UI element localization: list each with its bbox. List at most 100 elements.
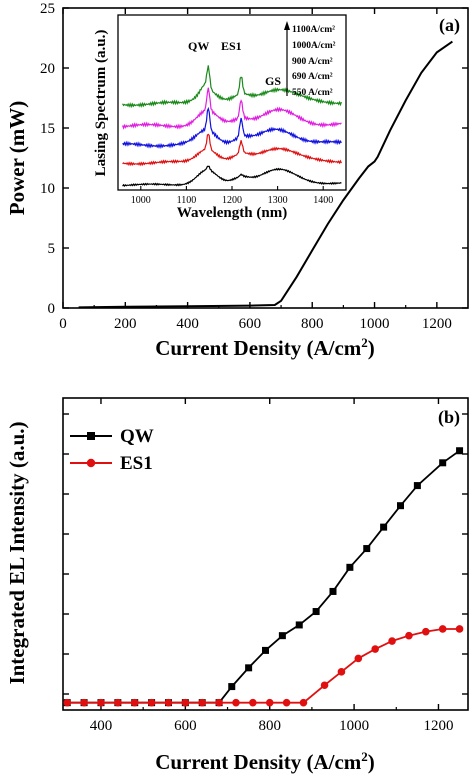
inset-legend-3: 900 A/cm² [292,57,333,67]
panel-b-xtick-label: 1200 [423,718,453,734]
inset-xtick-label: 1100 [177,195,197,206]
data-point-es1 [422,627,430,636]
inset-xtick-label: 1200 [222,195,242,206]
inset-xtick-label: 1400 [313,195,333,206]
data-point-es1 [337,668,346,676]
panel-b-frame [62,397,469,711]
panel-a: 0 200 400 600 800 1000 1200 0 5 10 15 20 25 (a) Curr… [5,1,469,360]
data-point-es1 [354,654,363,663]
legend-qw-label: QW [120,426,154,447]
data-point-qw [397,502,404,510]
series-line-qw [67,449,461,704]
panel-a-xlabel: Current Density (A/cm2) [155,335,375,360]
data-point-qw [295,621,303,629]
data-point-es1 [147,698,156,707]
panel-b-label: (b) [438,407,460,428]
panel-a-power-line [78,40,453,309]
panel-b-ylabel: Integrated EL Intensity (a.u.) [5,421,29,684]
inset-spectrum: 1000 1100 1200 1300 1400 QW ES1 GS 1100A/cm²… [93,14,347,221]
inset-curves [122,65,342,187]
data-point-qw [439,459,447,467]
panel-a-ytick-label: 0 [48,301,56,317]
data-point-qw [413,482,421,490]
data-point-qw [456,447,464,455]
panel-a-xtick-label: 0 [59,316,67,332]
panel-b-ticks: 400 600 800 1000 1200 [63,398,468,734]
panel-b-xtick-label: 400 [90,718,113,734]
inset-curve [122,106,342,149]
inset-xtick-label: 1300 [268,195,288,206]
panel-a-ytick-label: 5 [48,241,56,257]
inset-curve [122,65,342,109]
data-point-es1 [371,645,379,653]
legend-es1-label: ES1 [120,453,153,474]
data-point-es1 [282,698,291,707]
data-point-es1 [164,698,173,707]
panel-a-xtick-label: 400 [176,316,199,332]
data-point-es1 [388,637,396,645]
inset-xlabel: Wavelength (nm) [177,205,287,221]
panel-a-xtick-label: 600 [239,316,262,332]
peak-label-gs: GS [265,74,281,88]
data-point-qw [278,632,286,640]
panel-b-xtick-label: 600 [174,718,197,734]
data-point-qw [228,683,236,691]
inset-curve [122,133,342,167]
panel-a-xtick-label: 200 [114,316,137,332]
peak-label-qw: QW [188,39,209,53]
data-point-qw [245,664,253,672]
inset-legend-1: 1100A/cm² [292,25,335,35]
panel-a-xtick-label: 1200 [422,316,452,332]
data-point-es1 [130,698,139,707]
peak-label-es1: ES1 [221,39,242,53]
series-line-es1 [67,628,460,704]
data-point-qw [262,646,269,654]
panel-a-frame [62,7,469,309]
data-point-es1 [405,631,413,640]
panel-b: 400 600 800 1000 1200 (b) QW ES1 Current Den… [5,397,469,774]
panel-b-xlabel: Current Density (A/cm2) [155,749,375,774]
panel-a-ylabel: Power (mW) [5,101,29,216]
inset-curve [122,165,342,187]
data-point-es1 [198,698,207,707]
panel-b-xtick-label: 1000 [339,718,369,734]
data-point-qw [329,587,337,595]
panel-a-label: (a) [439,15,460,36]
inset-legend-2: 1000A/cm² [292,41,336,51]
panel-b-legend: QW ES1 [70,426,154,474]
panel-a-xtick-label: 1000 [360,316,390,332]
inset-ylabel: Lasing Spectrum (a.u.) [93,30,109,177]
data-point-es1 [299,698,308,707]
data-point-qw [363,545,371,553]
panel-a-ytick-label: 20 [40,61,55,77]
inset-xtick-label: 1000 [131,195,151,206]
inset-curve [122,87,342,130]
data-point-es1 [320,681,329,690]
data-point-es1 [97,698,105,707]
panel-a-ytick-label: 25 [40,1,55,17]
data-point-es1 [265,698,274,707]
legend-arrow-head [284,21,290,30]
data-point-es1 [181,698,190,707]
panel-b-series [63,447,464,707]
data-point-es1 [455,625,464,633]
data-point-es1 [63,698,72,707]
panel-a-ytick-label: 15 [40,121,55,137]
panel-a-ticks: 0 200 400 600 800 1000 1200 0 5 10 15 20 25 [40,1,468,332]
data-point-es1 [215,698,223,707]
data-point-es1 [114,698,122,707]
data-point-es1 [438,625,447,633]
inset-ticks: 1000 1100 1200 1300 1400 [131,186,333,206]
data-point-qw [312,608,320,616]
data-point-es1 [80,698,88,707]
panel-a-ytick-label: 10 [40,181,55,197]
data-point-es1 [232,698,240,707]
legend-es1-marker [86,458,96,468]
panel-a-xtick-label: 800 [301,316,324,332]
legend-qw-marker [87,432,95,440]
inset-legend-5: 550 A/cm² [292,88,333,98]
panel-b-xtick-label: 800 [258,718,281,734]
data-point-qw [380,523,388,531]
inset-legend-4: 690 A/cm² [292,72,333,82]
